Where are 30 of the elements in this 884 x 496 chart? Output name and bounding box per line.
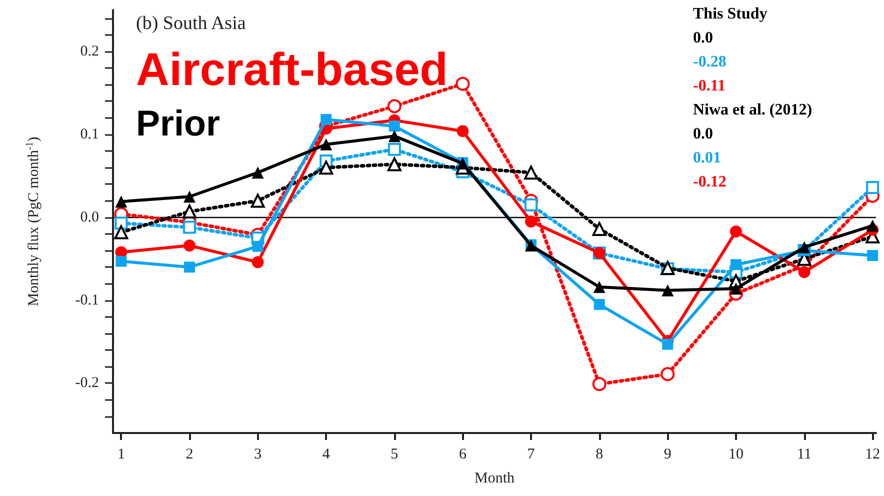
x-tick-label: 5 xyxy=(390,446,398,462)
annotation: 0.0 xyxy=(693,30,713,46)
x-tick-label: 12 xyxy=(865,446,880,462)
y-tick-label: -0.1 xyxy=(75,292,99,308)
annotation: This Study xyxy=(693,6,768,22)
x-tick-label: 8 xyxy=(596,446,604,462)
y-axis-title: Monthly flux (PgC month-1) xyxy=(24,136,42,306)
x-tick-label: 9 xyxy=(664,446,672,462)
x-axis-title: Month xyxy=(474,470,515,486)
x-tick-label: 11 xyxy=(797,446,812,462)
annotation: -0.11 xyxy=(693,78,726,94)
x-tick-label: 4 xyxy=(322,446,330,462)
annotation: Niwa et al. (2012) xyxy=(693,102,812,118)
x-tick-label: 2 xyxy=(186,446,194,462)
annotation: -0.12 xyxy=(693,174,726,190)
y-tick-label: -0.2 xyxy=(75,375,99,392)
x-tick-label: 6 xyxy=(458,446,467,462)
annotation: Aircraft-based xyxy=(136,43,448,95)
chart-title: (b) South Asia xyxy=(136,13,246,34)
x-tick-label: 7 xyxy=(527,446,536,462)
annotation: -0.28 xyxy=(693,54,726,70)
annotation: Prior xyxy=(136,102,220,144)
x-tick-label: 3 xyxy=(254,446,262,462)
y-tick-label: 0.0 xyxy=(80,209,99,226)
x-tick-label: 10 xyxy=(728,446,744,462)
x-tick-label: 1 xyxy=(117,446,125,462)
y-tick-label: 0.1 xyxy=(80,126,99,142)
y-tick-label: 0.2 xyxy=(80,43,99,60)
annotation: 0.01 xyxy=(693,150,721,166)
annotation: 0.0 xyxy=(693,126,713,142)
